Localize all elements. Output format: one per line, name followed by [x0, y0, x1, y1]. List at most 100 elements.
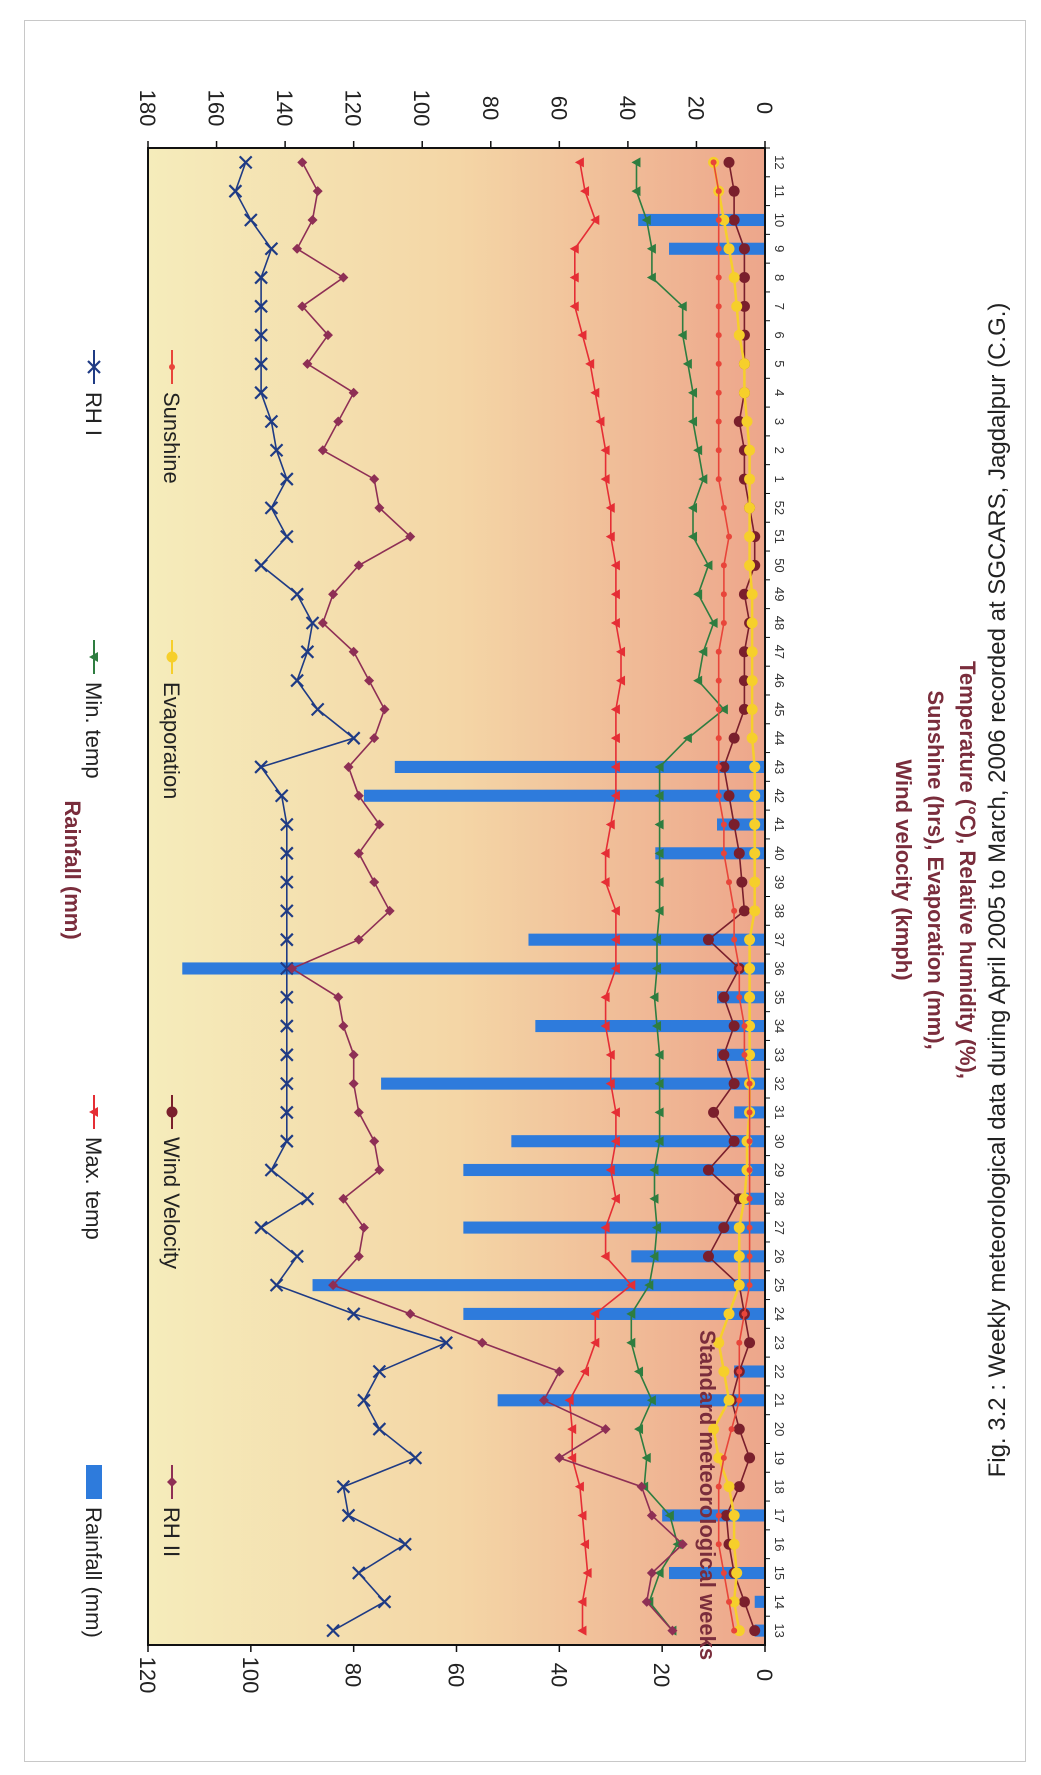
- left-axis-ticks: 0 20 40 60 80 100 120: [135, 1645, 777, 1693]
- rh-ii-point: [369, 1136, 380, 1147]
- sunshine-point: [715, 1483, 722, 1490]
- rh-ii-point: [348, 646, 359, 657]
- sunshine-point: [728, 1426, 735, 1433]
- rh-i-point: [346, 1307, 361, 1321]
- rh-i-point: [280, 817, 294, 832]
- legend-item-min-temp: Min. temp: [81, 640, 106, 779]
- rainfall-bar: [754, 1595, 765, 1608]
- max-temp-point: [600, 877, 610, 888]
- evaporation-point: [749, 905, 761, 917]
- left-axis-tick-label: 80: [341, 1663, 366, 1687]
- x-axis-tick-label: 35: [772, 990, 787, 1004]
- left-axis-tick-label: 100: [238, 1657, 263, 1694]
- min-temp-point: [664, 1510, 674, 1521]
- x-axis-tick-label: 28: [772, 1192, 787, 1206]
- sunshine-point: [715, 216, 722, 223]
- rh-i-point: [326, 1623, 340, 1638]
- left-axis-tick-label: 60: [444, 1663, 469, 1687]
- rh-i-point: [254, 270, 268, 285]
- sunshine-point: [720, 850, 727, 857]
- rainfall-bar: [363, 789, 765, 802]
- x-axis-tick-label: 33: [772, 1048, 787, 1062]
- rh-i-point: [244, 213, 258, 227]
- max-temp-point: [567, 1424, 577, 1435]
- min-temp-point: [654, 877, 664, 888]
- right-axis-title: Rainfall (mm): [60, 800, 85, 939]
- evaporation-point: [728, 1596, 740, 1608]
- min-temp-point: [652, 1222, 662, 1233]
- sunshine-point: [715, 389, 722, 396]
- min-temp-point: [654, 1049, 664, 1060]
- sunshine-point: [720, 620, 727, 627]
- right-axis-tick-label: 40: [615, 96, 640, 120]
- max-temp-point: [605, 531, 615, 542]
- rh-ii-point: [641, 1596, 652, 1607]
- sunshine-point: [726, 879, 733, 886]
- rh-i-point: [341, 1508, 356, 1523]
- rh-ii-point: [405, 531, 416, 542]
- rh-ii-point: [297, 157, 308, 168]
- rh-ii-point: [636, 1481, 647, 1492]
- rh-ii-point: [292, 243, 303, 254]
- max-temp-point: [616, 646, 626, 657]
- rh-ii-point: [369, 877, 380, 888]
- min-temp-point: [652, 963, 662, 974]
- sunshine-point: [720, 1454, 727, 1461]
- legend-swatch-marker: [166, 651, 178, 663]
- sunshine-point: [715, 245, 722, 252]
- x-axis-tick-label: 29: [772, 1163, 787, 1177]
- wind-velocity-point: [738, 675, 750, 687]
- rh-ii-point: [358, 1222, 369, 1233]
- rh-i-point: [269, 443, 284, 458]
- x-axis-tick-label: 45: [772, 702, 787, 716]
- rh-ii-point: [667, 1625, 678, 1636]
- rh-i-point: [280, 1019, 294, 1033]
- rainfall-bar: [463, 1307, 765, 1320]
- wind-velocity-point: [702, 1164, 714, 1176]
- rh-i-point: [280, 875, 294, 889]
- min-temp-point: [631, 157, 641, 168]
- evaporation-point: [744, 991, 756, 1003]
- rh-ii-point: [317, 445, 328, 456]
- sunshine-point: [736, 1397, 743, 1404]
- evaporation-point: [749, 876, 761, 888]
- min-temp-point: [688, 416, 698, 427]
- evaporation-point: [744, 1020, 756, 1032]
- wind-velocity-point: [736, 876, 748, 888]
- right-axis-ticks: 0 20 40 60 80 100 120 140 160 180: [135, 90, 777, 148]
- wind-velocity-point: [708, 1106, 720, 1118]
- rh-ii-point: [353, 934, 364, 945]
- max-temp-point: [600, 992, 610, 1003]
- sunshine-point: [736, 965, 743, 972]
- evaporation-point: [744, 1049, 756, 1061]
- x-axis-tick-label: 36: [772, 961, 787, 975]
- x-axis-tick-label: 49: [772, 587, 787, 601]
- evaporation-point: [708, 1423, 720, 1435]
- rh-ii-point: [554, 1452, 565, 1463]
- max-temp-point: [580, 186, 590, 197]
- rh-i-point: [280, 846, 294, 861]
- wind-velocity-point: [744, 1337, 756, 1349]
- min-temp-point: [649, 1251, 659, 1262]
- evaporation-point: [741, 415, 753, 427]
- rh-ii-point: [384, 905, 395, 916]
- rainfall-bar: [662, 1509, 765, 1522]
- max-temp-series: [564, 157, 636, 1636]
- rh-ii-point: [374, 502, 385, 513]
- rh-ii-point: [646, 1510, 657, 1521]
- rh-i-point: [280, 961, 294, 976]
- x-axis-tick-label: 14: [772, 1595, 787, 1609]
- evaporation-point: [746, 732, 758, 744]
- sunshine-point: [726, 1598, 733, 1605]
- min-temp-point: [654, 761, 664, 772]
- rh-ii-point: [369, 474, 380, 485]
- wind-velocity-point: [728, 214, 740, 226]
- sunshine-point: [746, 1109, 753, 1116]
- sunshine-point: [731, 936, 738, 943]
- rh-i-point: [280, 472, 294, 486]
- min-temp-point: [641, 1452, 651, 1463]
- x-axis-tick-label: 51: [772, 529, 787, 543]
- wind-velocity-point: [728, 185, 740, 197]
